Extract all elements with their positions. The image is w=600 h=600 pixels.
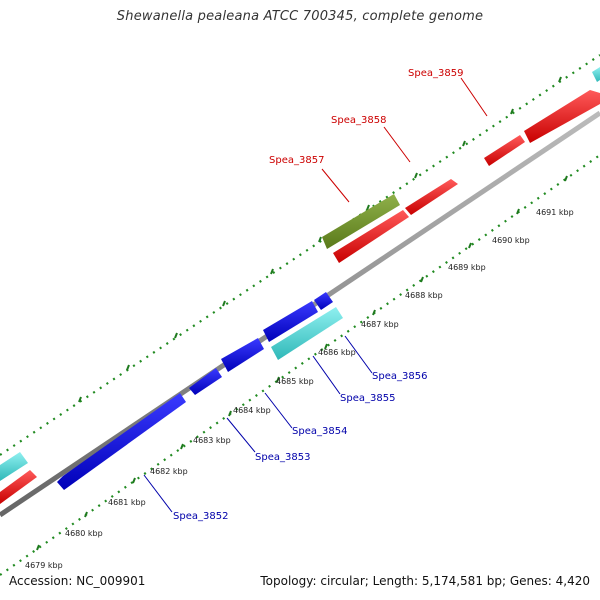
scale-labels: 4679 kbp 4680 kbp 4681 kbp 4682 kbp 4683 kbp… <box>25 208 574 570</box>
gc-track-inner <box>0 154 600 576</box>
scale-label: 4681 kbp <box>108 498 146 507</box>
cds-spea-3856[interactable] <box>314 292 333 310</box>
scale-label: 4689 kbp <box>448 263 486 272</box>
feature-cyan-left[interactable] <box>0 452 28 481</box>
feature-cyan-middle[interactable] <box>271 307 343 360</box>
cds-spea-3854[interactable] <box>221 338 264 372</box>
cds-spea-3859-b[interactable] <box>524 90 600 143</box>
scale-label: 4683 kbp <box>193 436 231 445</box>
cds-spea-3853[interactable] <box>189 368 222 395</box>
reverse-cds-track <box>57 292 343 490</box>
gene-label-spea-3854[interactable]: Spea_3854 <box>292 426 347 437</box>
gene-label-spea-3852[interactable]: Spea_3852 <box>173 511 228 522</box>
gene-label-spea-3858[interactable]: Spea_3858 <box>331 115 386 126</box>
accession-text: Accession: NC_009901 <box>9 574 146 588</box>
gene-label-spea-3857[interactable]: Spea_3857 <box>269 155 324 166</box>
scale-label: 4691 kbp <box>536 208 574 217</box>
cds-left-red[interactable] <box>0 470 37 504</box>
scale-label: 4685 kbp <box>276 377 314 386</box>
scale-label: 4679 kbp <box>25 561 63 570</box>
gene-label-spea-3856[interactable]: Spea_3856 <box>372 371 427 382</box>
feature-cyan-right[interactable] <box>592 67 600 82</box>
map-title: Shewanella pealeana ATCC 700345, complet… <box>116 9 484 24</box>
forward-gene-labels: Spea_3857 Spea_3858 Spea_3859 <box>269 68 488 203</box>
gene-label-spea-3855[interactable]: Spea_3855 <box>340 393 395 404</box>
scale-label: 4686 kbp <box>318 348 356 357</box>
feature-olive[interactable] <box>322 194 400 249</box>
scale-label: 4684 kbp <box>233 406 271 415</box>
scale-label: 4687 kbp <box>361 320 399 329</box>
cds-spea-3855[interactable] <box>263 301 318 342</box>
cds-spea-3852[interactable] <box>57 393 186 490</box>
genome-summary-text: Topology: circular; Length: 5,174,581 bp… <box>260 574 590 588</box>
scale-label: 4690 kbp <box>492 236 530 245</box>
cds-spea-3859-a[interactable] <box>484 135 525 166</box>
gc-track-outer <box>0 54 600 456</box>
cds-spea-3857[interactable] <box>333 210 409 263</box>
reverse-gene-labels: Spea_3852 Spea_3853 Spea_3854 Spea_3855 … <box>143 335 427 522</box>
scale-label: 4688 kbp <box>405 291 443 300</box>
scale-label: 4680 kbp <box>65 529 103 538</box>
gc-major-ticks <box>36 76 568 551</box>
cds-spea-3858[interactable] <box>405 179 458 215</box>
gene-label-spea-3853[interactable]: Spea_3853 <box>255 452 310 463</box>
scale-label: 4682 kbp <box>150 467 188 476</box>
gene-label-spea-3859[interactable]: Spea_3859 <box>408 68 463 79</box>
forward-cds-track <box>0 90 600 504</box>
